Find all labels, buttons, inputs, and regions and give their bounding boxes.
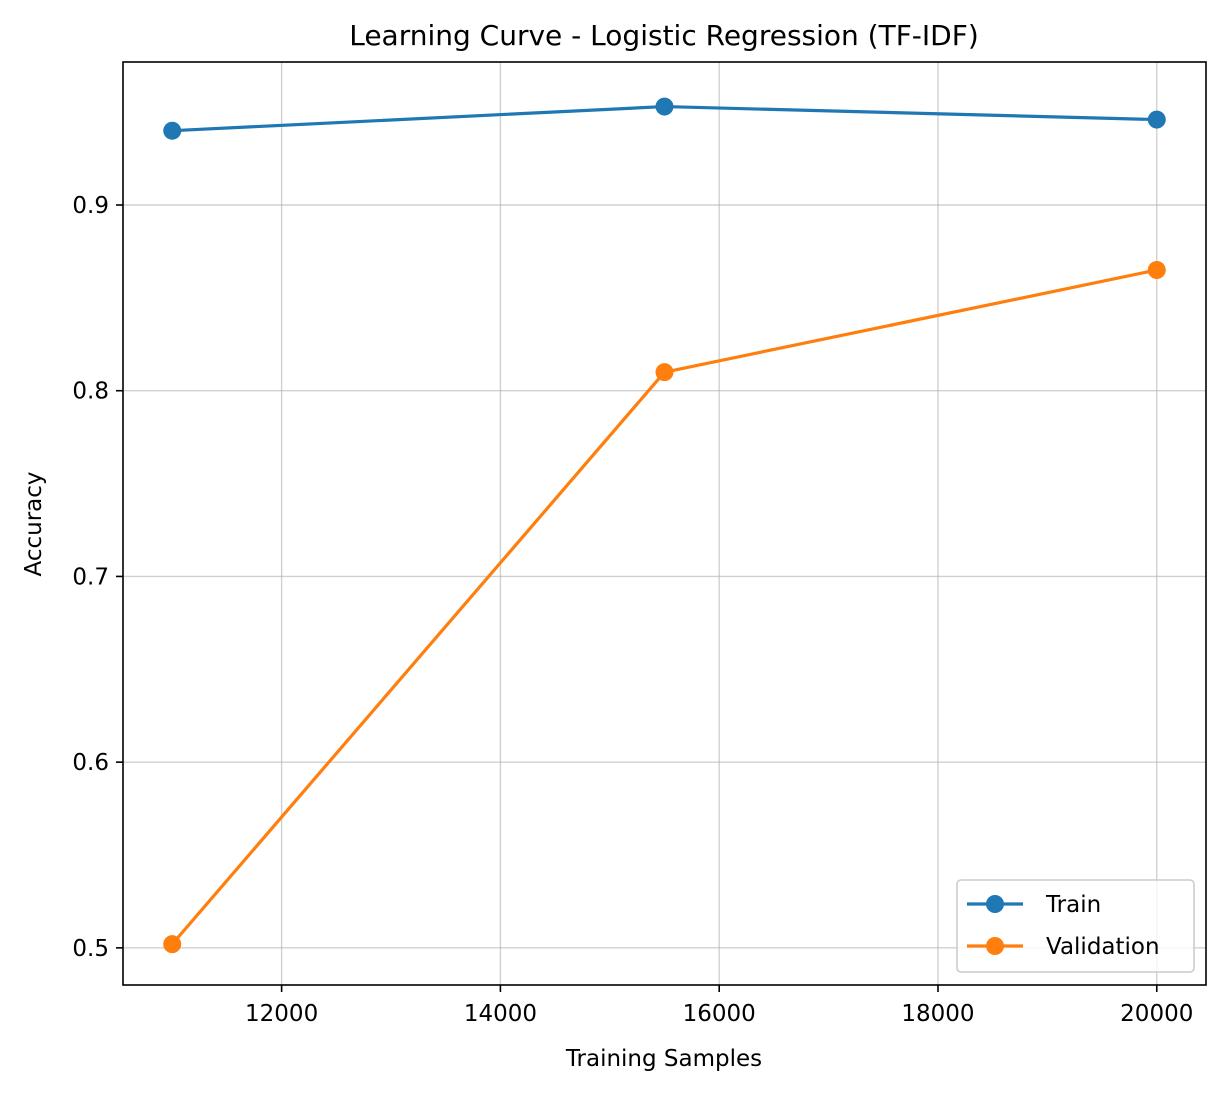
x-tick-label: 14000: [464, 1001, 537, 1027]
train-point: [1147, 110, 1166, 129]
chart-title: Learning Curve - Logistic Regression (TF…: [349, 19, 979, 52]
x-tick-label: 20000: [1120, 1001, 1193, 1027]
y-tick-label: 0.9: [72, 193, 109, 219]
train-point: [163, 121, 182, 140]
validation-legend-label: Validation: [1046, 934, 1160, 960]
train-legend-marker: [986, 895, 1004, 913]
validation-legend-marker: [986, 937, 1004, 955]
y-tick-label: 0.5: [72, 936, 109, 962]
plot-frame: [122, 61, 1207, 986]
ticks-layer: 12000 14000 16000 18000 20000 0.5 0.6 0.7 0.8 0.9: [72, 193, 1193, 1027]
train-point: [655, 97, 674, 116]
y-tick-label: 0.7: [72, 564, 109, 590]
series-layer: [163, 97, 1166, 954]
validation-point: [655, 363, 674, 382]
x-tick-label: 16000: [683, 1001, 756, 1027]
y-tick-label: 0.8: [72, 379, 109, 405]
x-axis-label: Training Samples: [565, 1046, 762, 1072]
x-tick-label: 18000: [901, 1001, 974, 1027]
x-tick-label: 12000: [245, 1001, 318, 1027]
y-axis-label: Accuracy: [21, 471, 47, 576]
train-legend-label: Train: [1045, 892, 1101, 918]
legend: Train Validation: [956, 879, 1195, 973]
grid-layer: [123, 62, 1206, 985]
y-tick-label: 0.6: [72, 750, 109, 776]
validation-point: [163, 935, 182, 954]
validation-point: [1147, 261, 1166, 279]
